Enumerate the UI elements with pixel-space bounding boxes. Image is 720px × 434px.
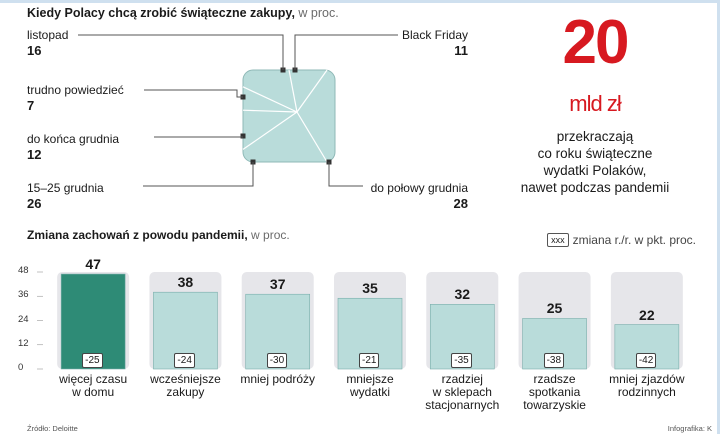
- leader-line: [144, 89, 243, 98]
- bar-value-label: 22: [639, 306, 655, 323]
- legend-sample-box: xxx: [547, 233, 569, 247]
- headline-description: przekraczają co roku świąteczne wydatki …: [520, 129, 670, 195]
- bar-value-label: 38: [177, 274, 194, 291]
- y-tick-label: 0: [18, 362, 24, 373]
- pie-slice-divider: [242, 111, 298, 150]
- category-label: rzadziej w sklepach stacjonarnych: [425, 372, 500, 412]
- callout-15-25: 15–25 grudnia 26: [27, 181, 104, 211]
- callout-value: 26: [27, 196, 42, 211]
- callout-label: do połowy grudnia: [370, 181, 468, 195]
- leader-lines: [78, 34, 398, 187]
- y-tick-label: 12: [18, 337, 29, 349]
- callout-value: 11: [454, 43, 468, 58]
- category-label: rzadsze spotkania towarzyskie: [523, 372, 586, 412]
- callout-value: 12: [27, 147, 42, 162]
- callout-black-friday: Black Friday 11: [372, 28, 468, 58]
- change-label: -35: [451, 353, 472, 368]
- headline-unit: mld zł: [569, 91, 621, 116]
- category-label: wcześniejsze zakupy: [150, 372, 221, 399]
- bar-legend: xxx zmiana r./r. w pkt. proc.: [547, 233, 696, 247]
- callout-label: trudno powiedzieć: [27, 83, 124, 97]
- bar-value-label: 32: [454, 286, 471, 303]
- bar-value-label: 47: [85, 256, 101, 273]
- window-frame-top: [0, 0, 720, 3]
- y-tick-label: 24: [18, 313, 29, 325]
- headline-number: 20: [562, 8, 630, 77]
- bar: [337, 297, 403, 370]
- category-label: mniej zjazdów rodzinnych: [609, 372, 685, 399]
- category-label: więcej czasu w domu: [59, 372, 128, 399]
- callout-label: do końca grudnia: [27, 132, 120, 146]
- callout-label: 15–25 grudnia: [27, 181, 104, 195]
- callout-value: 16: [27, 43, 42, 58]
- pie-slice-divider: [296, 111, 328, 163]
- y-tick-label: 36: [18, 289, 29, 301]
- callout-value: 28: [453, 196, 468, 211]
- change-label: -38: [543, 353, 565, 368]
- callout-label: listopad: [27, 28, 69, 42]
- pie-slice-divider: [288, 69, 298, 113]
- credit-note: Infografika: K: [667, 424, 712, 433]
- change-label: -42: [635, 353, 657, 368]
- leader-line: [294, 34, 398, 70]
- callout-do-konca: do końca grudnia 12: [27, 132, 119, 162]
- window-frame-right: [717, 0, 720, 434]
- leader-marker: [240, 133, 246, 139]
- bar-value-label: 37: [269, 276, 286, 293]
- bar-value-label: 35: [362, 280, 378, 297]
- change-label: -25: [82, 353, 103, 368]
- y-tick-label: 48: [18, 265, 29, 276]
- leader-line: [78, 34, 284, 70]
- bar-chart-title: Zmiana zachowań z powodu pandemii, w pro…: [27, 228, 290, 242]
- callout-listopad: listopad 16: [27, 28, 68, 58]
- bar-chart: [37, 271, 683, 370]
- callout-trudno: trudno powiedzieć 7: [27, 83, 124, 113]
- leader-line: [328, 162, 363, 187]
- callout-value: 7: [27, 98, 35, 113]
- change-label: -21: [359, 353, 380, 368]
- bar-value-label: 25: [546, 300, 563, 317]
- pie-slice-divider: [296, 69, 328, 113]
- change-label: -30: [266, 353, 288, 368]
- pie-slice-divider: [242, 86, 298, 113]
- pie-slice-divider: [242, 109, 298, 113]
- leader-line: [143, 162, 254, 187]
- callout-do-polowy: do połowy grudnia 28: [340, 181, 468, 211]
- category-label: mniej podróży: [240, 372, 316, 386]
- pie-title: Kiedy Polacy chcą zrobić świąteczne zaku…: [27, 6, 339, 20]
- callout-label: Black Friday: [401, 28, 468, 42]
- legend-text: zmiana r./r. w pkt. proc.: [572, 233, 696, 247]
- category-label: mniejsze wydatki: [346, 372, 394, 399]
- change-label: -24: [174, 353, 195, 368]
- source-note: Źródło: Deloitte: [27, 424, 78, 433]
